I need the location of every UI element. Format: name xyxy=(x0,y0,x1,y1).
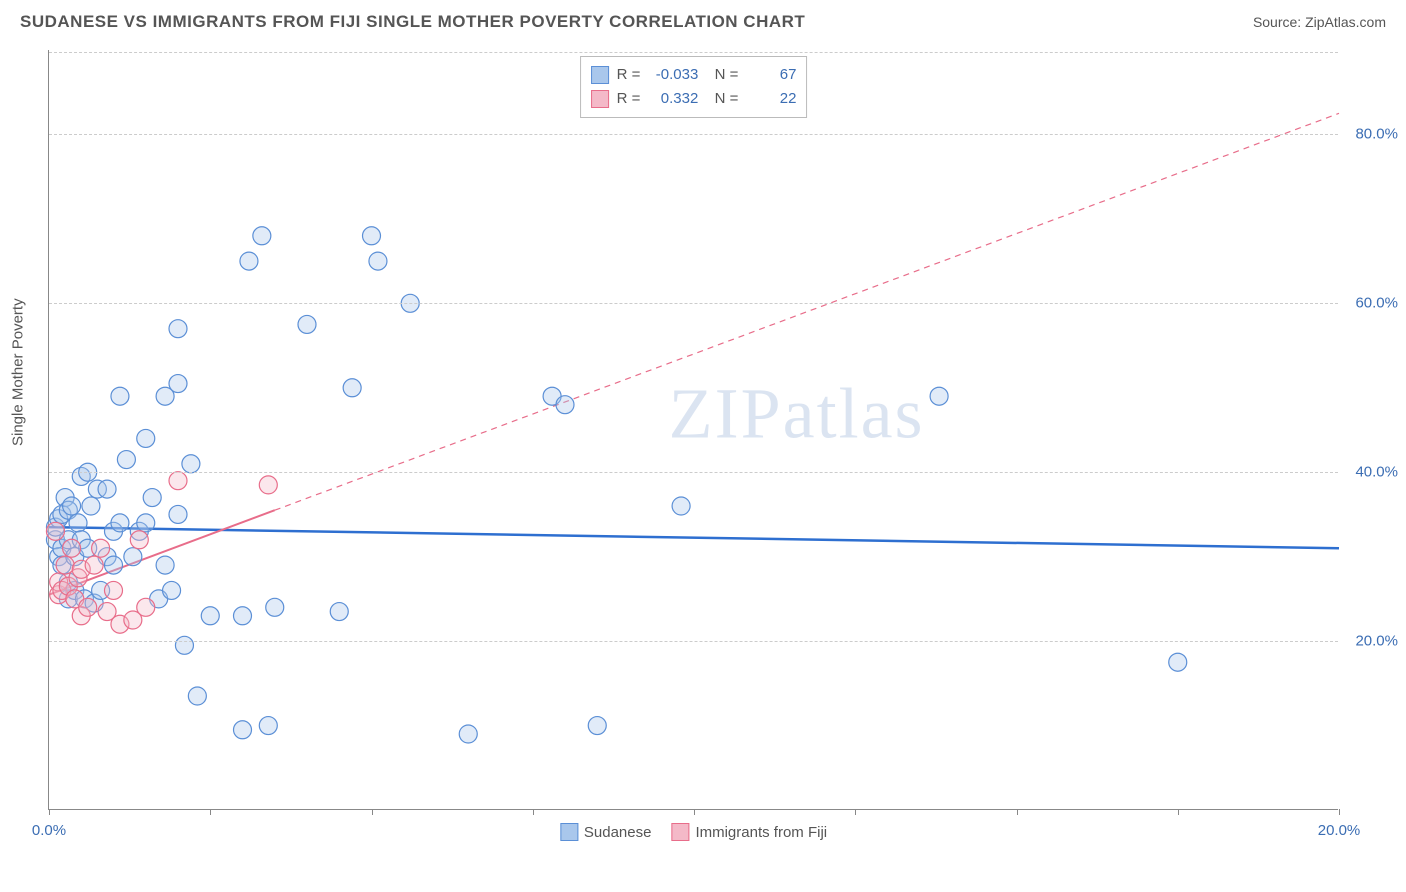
stat-n-label: N = xyxy=(706,87,738,111)
gridline xyxy=(49,641,1338,642)
legend-item-sudanese: Sudanese xyxy=(560,823,652,841)
legend-bottom: Sudanese Immigrants from Fiji xyxy=(560,823,827,841)
x-tick xyxy=(1339,809,1340,815)
x-tick xyxy=(372,809,373,815)
chart-header: SUDANESE VS IMMIGRANTS FROM FIJI SINGLE … xyxy=(0,0,1406,40)
gridline xyxy=(49,303,1338,304)
legend-stats-box: R = -0.033 N = 67 R = 0.332 N = 22 xyxy=(580,56,808,118)
stat-r-label: R = xyxy=(617,63,641,87)
legend-swatch-fiji xyxy=(591,90,609,108)
y-tick-label: 80.0% xyxy=(1355,126,1398,143)
y-tick-label: 20.0% xyxy=(1355,633,1398,650)
legend-swatch-sudanese xyxy=(591,66,609,84)
x-tick xyxy=(1017,809,1018,815)
chart-source: Source: ZipAtlas.com xyxy=(1253,14,1386,30)
stat-r-value: -0.033 xyxy=(648,63,698,87)
legend-item-fiji: Immigrants from Fiji xyxy=(671,823,827,841)
x-tick xyxy=(533,809,534,815)
stat-r-value: 0.332 xyxy=(648,87,698,111)
x-tick xyxy=(855,809,856,815)
stat-n-value: 67 xyxy=(746,63,796,87)
y-tick-label: 60.0% xyxy=(1355,295,1398,312)
gridline xyxy=(49,472,1338,473)
x-tick-label: 0.0% xyxy=(32,822,66,839)
legend-stats-row: R = 0.332 N = 22 xyxy=(591,87,797,111)
x-tick xyxy=(694,809,695,815)
stat-r-label: R = xyxy=(617,87,641,111)
chart-plot-area: ZIPatlas R = -0.033 N = 67 R = 0.332 N =… xyxy=(48,50,1338,810)
legend-swatch-fiji xyxy=(671,823,689,841)
gridline xyxy=(49,52,1338,53)
x-tick xyxy=(1178,809,1179,815)
legend-stats-row: R = -0.033 N = 67 xyxy=(591,63,797,87)
legend-label: Sudanese xyxy=(584,824,652,841)
x-tick xyxy=(210,809,211,815)
x-tick-label: 20.0% xyxy=(1318,822,1361,839)
y-axis-label: Single Mother Poverty xyxy=(10,298,27,446)
chart-title: SUDANESE VS IMMIGRANTS FROM FIJI SINGLE … xyxy=(20,12,805,32)
scatter-svg xyxy=(49,50,1338,809)
x-tick xyxy=(49,809,50,815)
stat-n-label: N = xyxy=(706,63,738,87)
gridline xyxy=(49,134,1338,135)
legend-label: Immigrants from Fiji xyxy=(695,824,827,841)
legend-swatch-sudanese xyxy=(560,823,578,841)
y-tick-label: 40.0% xyxy=(1355,464,1398,481)
stat-n-value: 22 xyxy=(746,87,796,111)
